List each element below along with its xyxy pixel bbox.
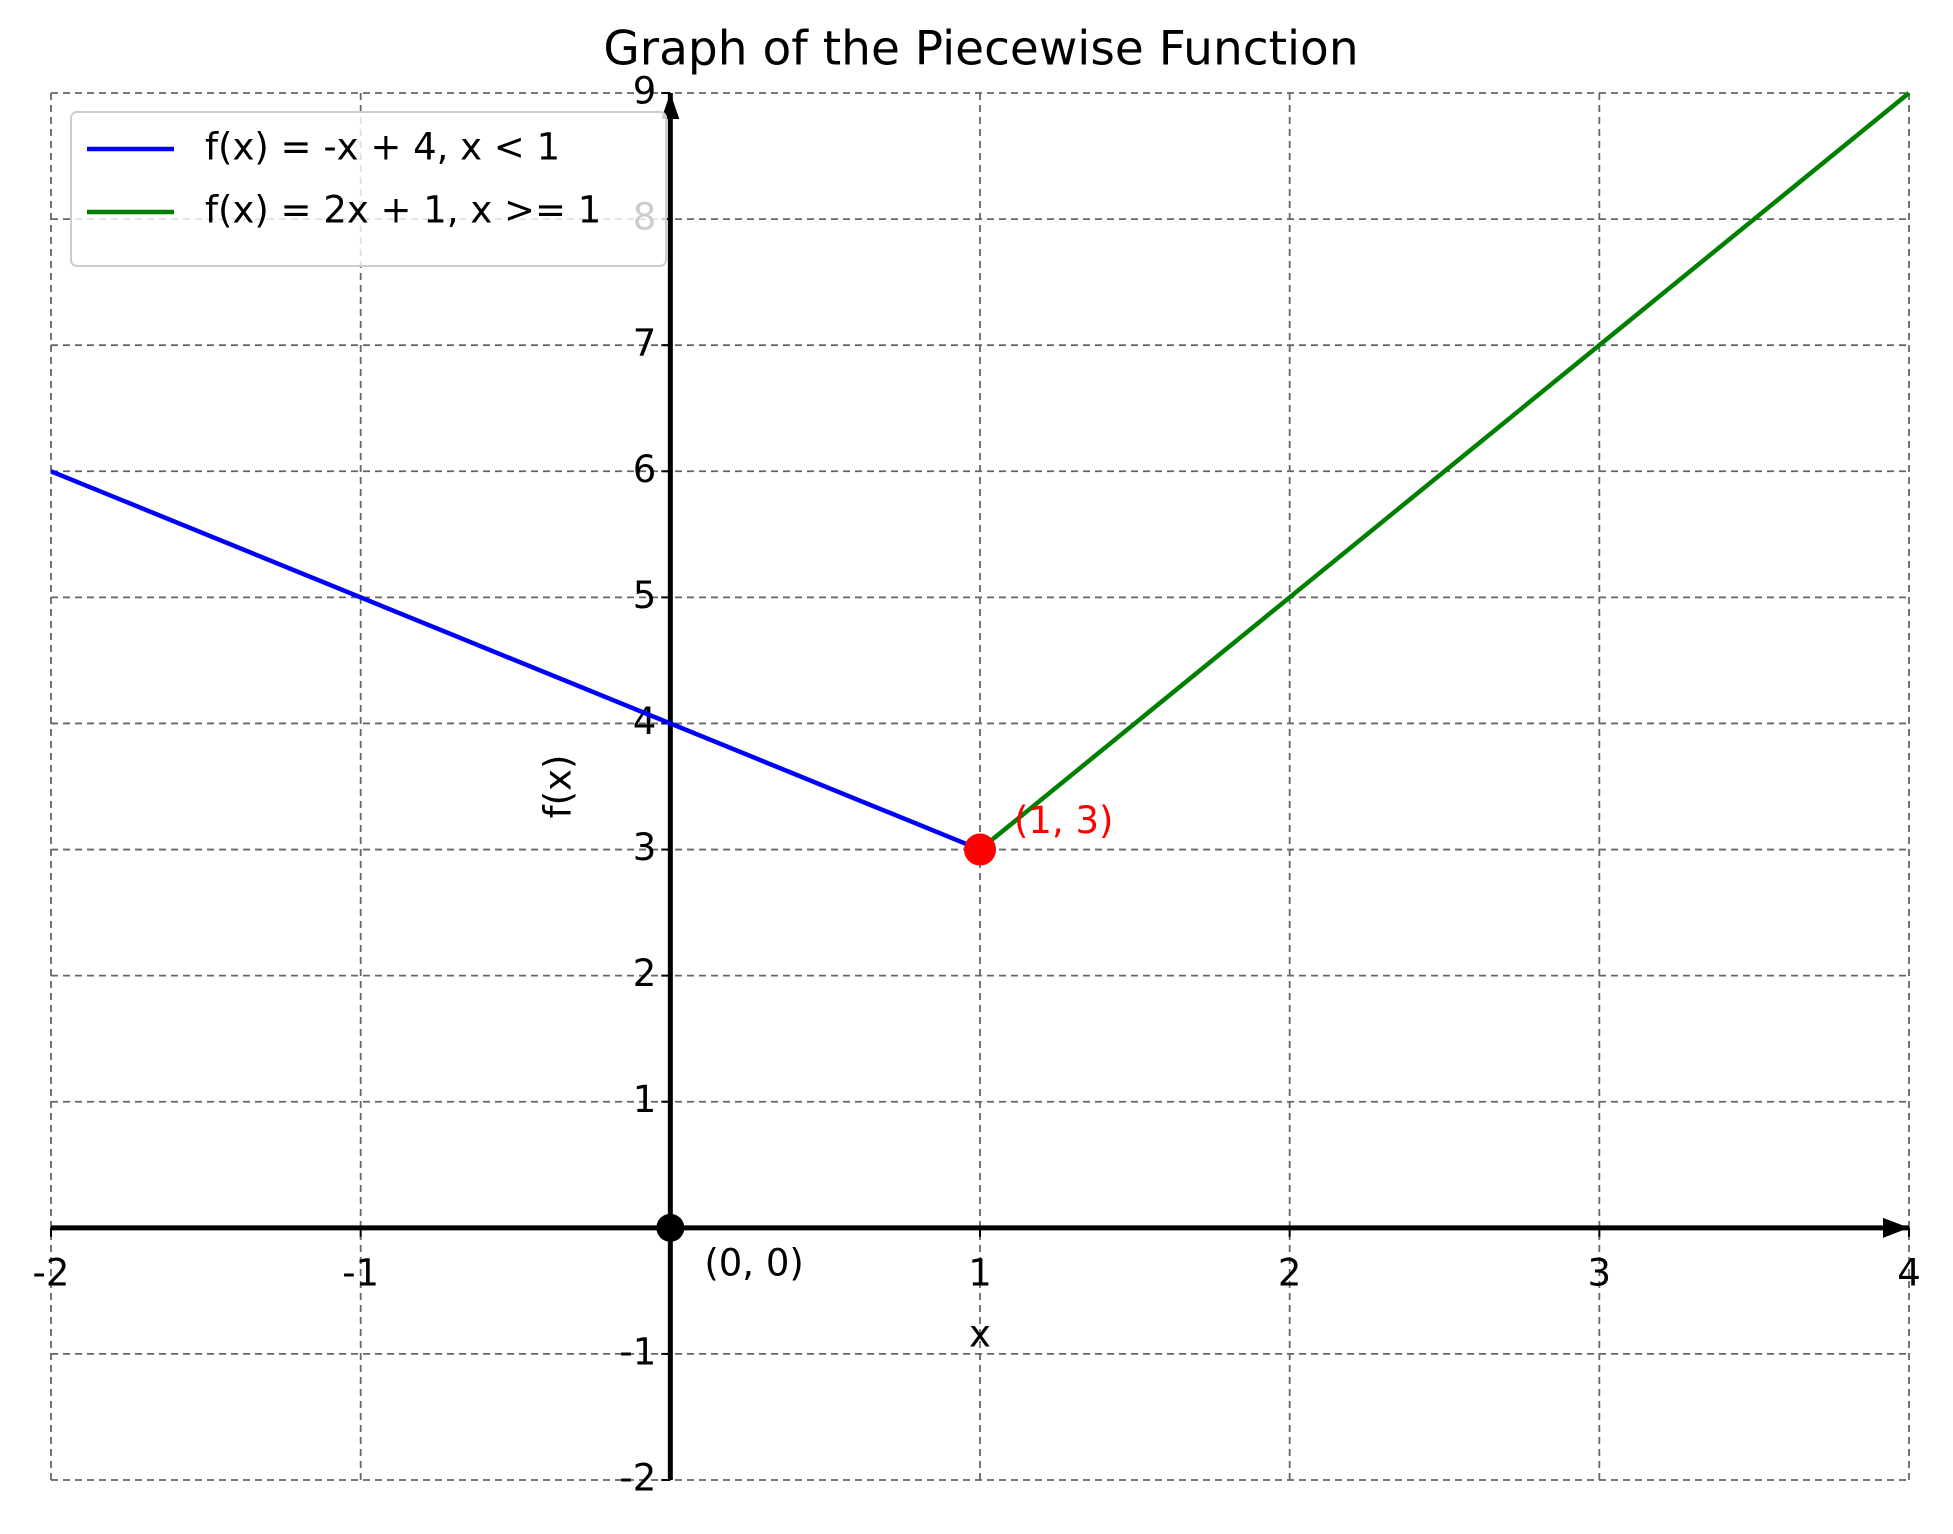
x-axis-label: x <box>969 1312 991 1355</box>
line <box>50 469 981 852</box>
point-label: (1, 3) <box>1014 799 1113 842</box>
point <box>964 833 996 866</box>
y-tick-label: 1 <box>633 1078 657 1121</box>
y-tick-label: 2 <box>633 952 657 995</box>
x-tick-label: 4 <box>1897 1251 1921 1294</box>
line <box>978 91 1911 852</box>
point <box>656 1213 685 1242</box>
y-tick-label: 9 <box>633 70 657 113</box>
legend: f(x) = -x + 4, x < 1 f(x) = 2x + 1, x >= … <box>70 111 667 267</box>
point-label: (0, 0) <box>704 1241 803 1284</box>
y-tick-label: 4 <box>633 700 657 743</box>
y-tick-label: -1 <box>619 1330 656 1373</box>
y-axis-label: f(x) <box>537 755 580 819</box>
x-tick-label: -2 <box>33 1251 70 1294</box>
legend-label: f(x) = -x + 4, x < 1 <box>205 126 560 169</box>
x-axis-arrow <box>1883 1217 1909 1238</box>
legend-label: f(x) = 2x + 1, x >= 1 <box>205 189 601 232</box>
y-tick-label: 3 <box>633 826 657 869</box>
x-tick-label: -1 <box>342 1251 379 1294</box>
y-axis-arrow <box>661 93 680 119</box>
legend-box <box>70 111 667 267</box>
x-tick-label: 1 <box>968 1251 992 1294</box>
x-tick-label: 3 <box>1588 1251 1612 1294</box>
y-tick-label: 7 <box>633 322 657 365</box>
x-tick-label: 2 <box>1278 1251 1302 1294</box>
y-tick-label: 5 <box>633 574 657 617</box>
y-tick-label: -2 <box>619 1457 656 1500</box>
y-tick-label: 6 <box>633 448 657 491</box>
chart-title: Graph of the Piecewise Function <box>603 22 1358 77</box>
